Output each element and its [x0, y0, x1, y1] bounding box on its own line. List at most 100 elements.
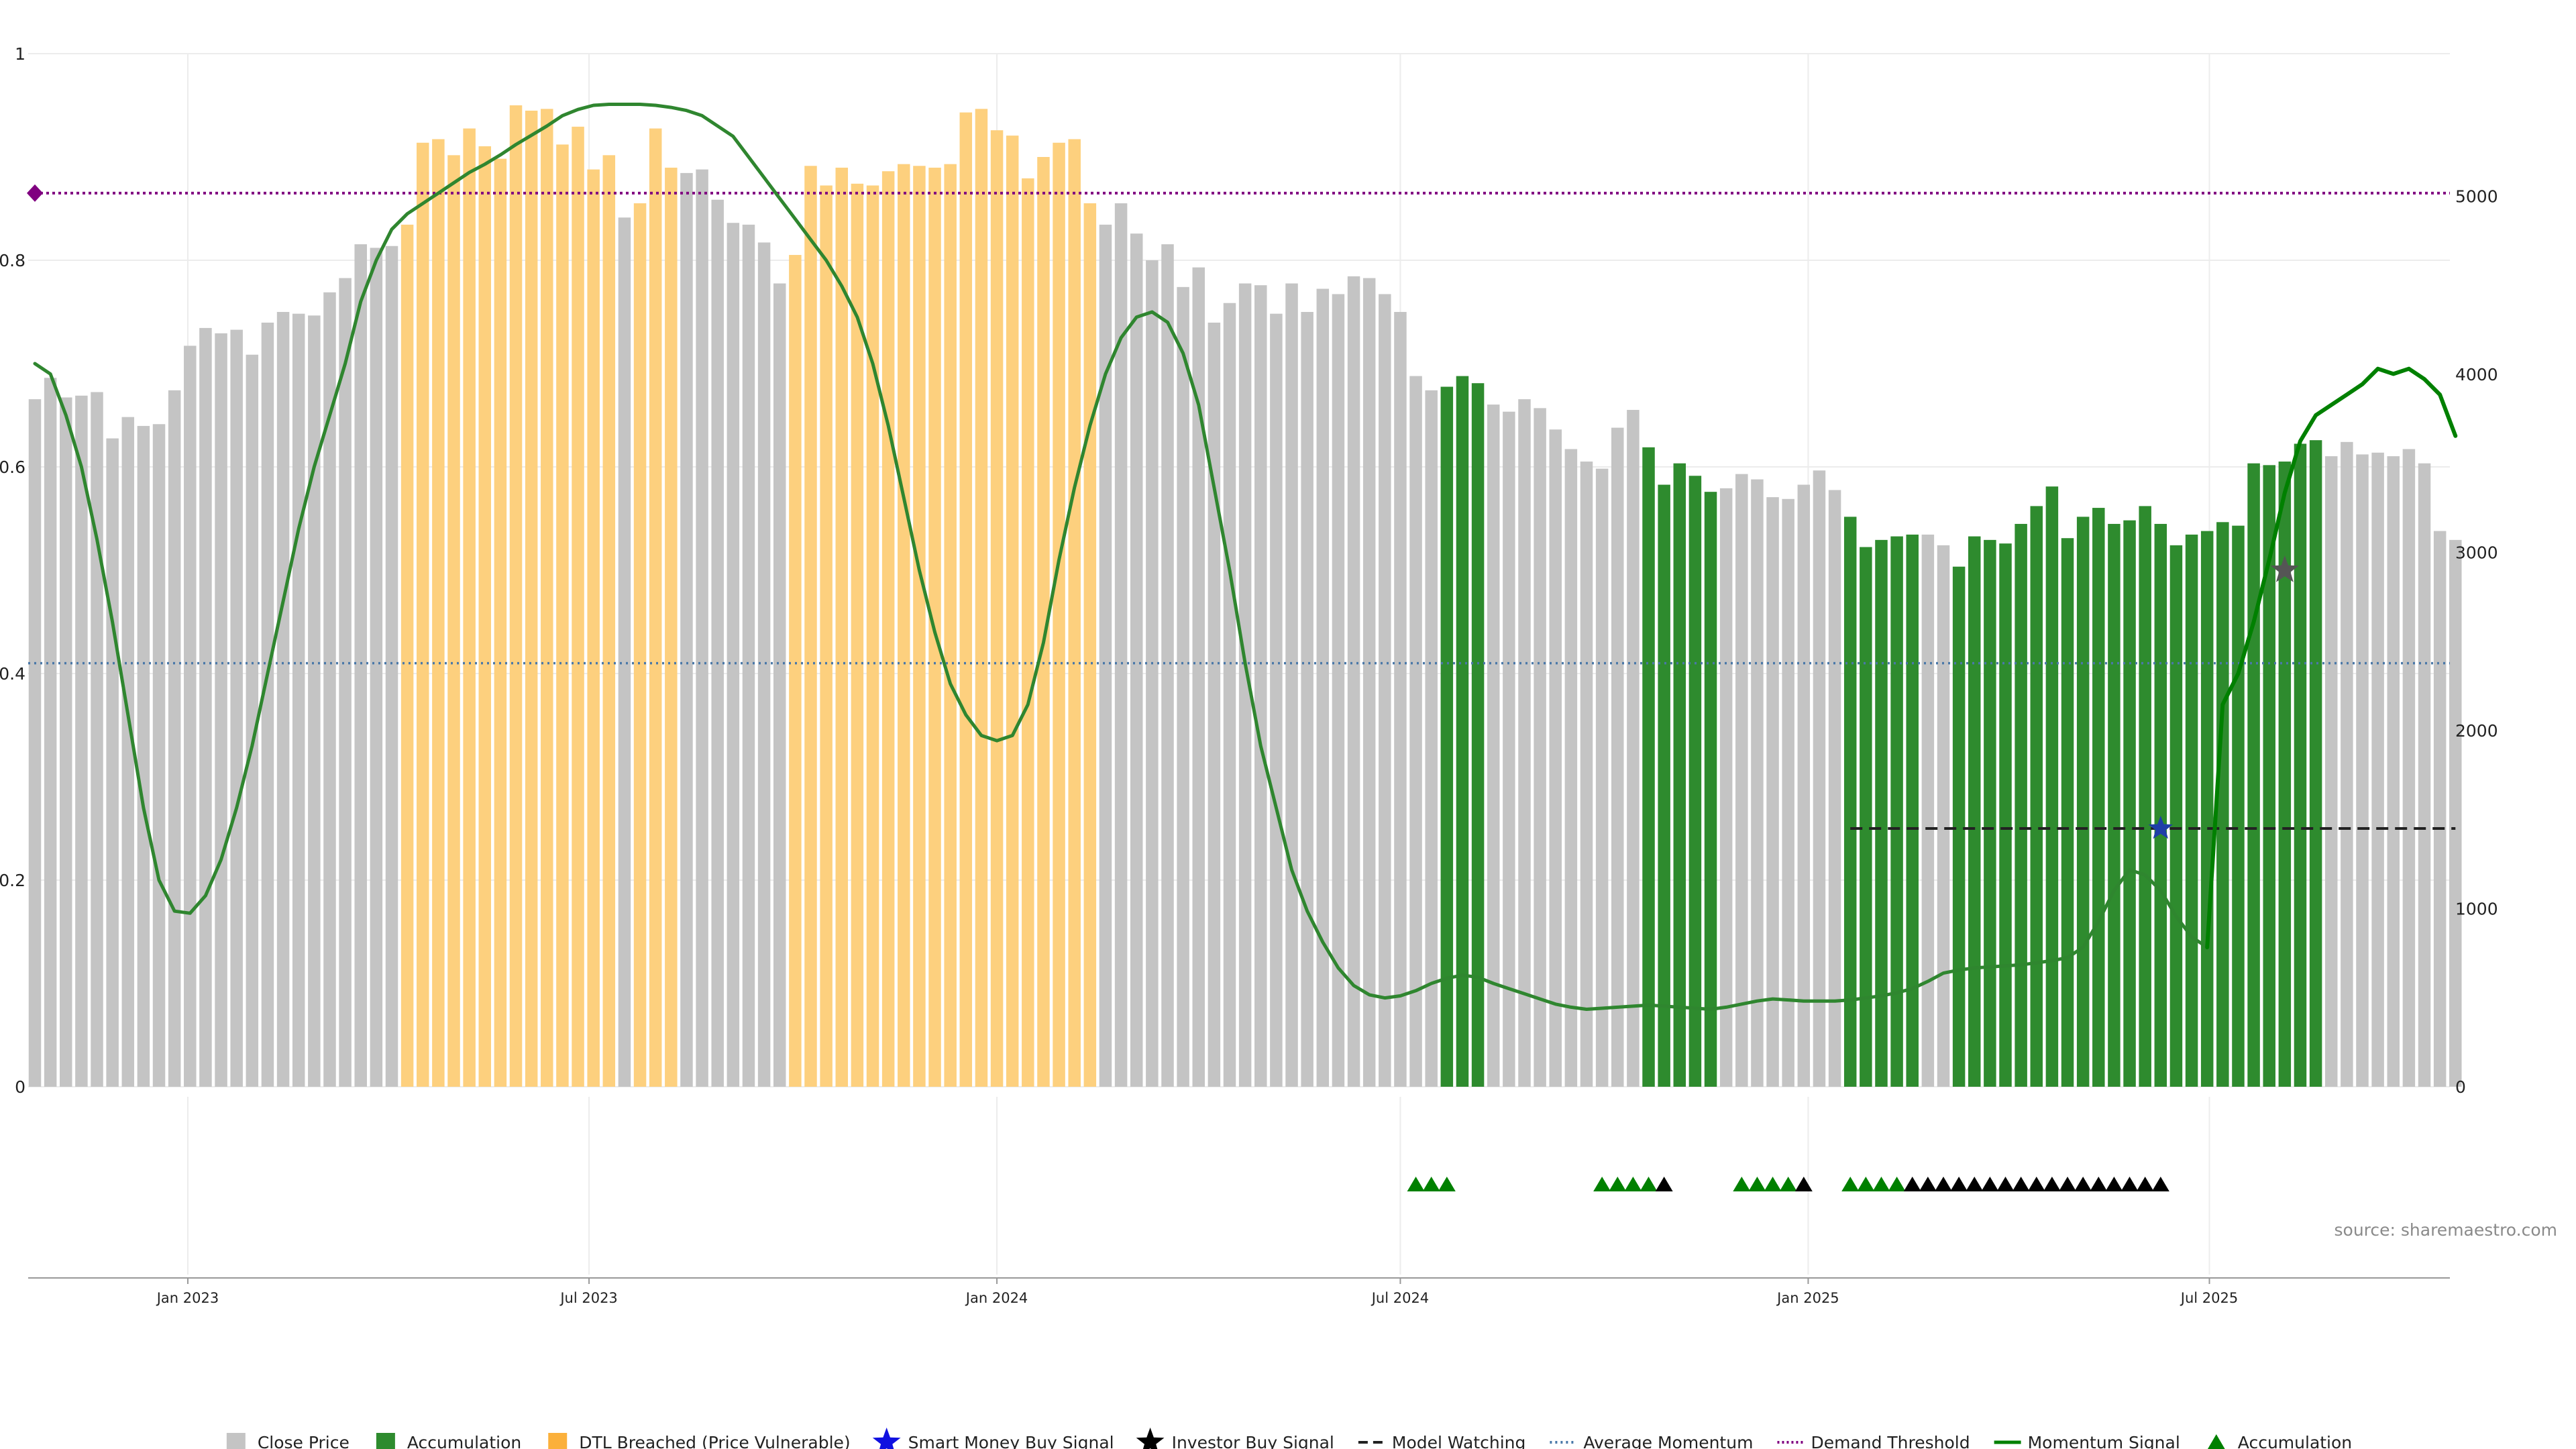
legend-star-icon [872, 1428, 901, 1449]
accumulation-triangle-icon [1438, 1177, 1456, 1191]
price-bar-accumulation [2278, 462, 2292, 1087]
momentum-signal-line [33, 103, 2209, 1011]
right-tick-label: 1000 [2455, 899, 2498, 918]
price-bar-close [215, 333, 227, 1087]
accumulation-triangle-icon [1593, 1177, 1611, 1191]
price-bar-close [1425, 390, 1438, 1087]
price-bar-close [1146, 260, 1159, 1087]
price-bar-close [1161, 244, 1174, 1087]
price-bar-dtl [447, 155, 460, 1087]
price-bar-accumulation [1456, 376, 1469, 1087]
price-bar-close [1549, 429, 1562, 1087]
price-bar-close [354, 244, 367, 1087]
smart-money-star-icon [2148, 816, 2173, 839]
accumulation-triangle-icon [1748, 1177, 1766, 1191]
price-bar-close [1766, 497, 1779, 1087]
price-bar-accumulation [2309, 440, 2322, 1087]
price-bar-dtl [913, 166, 926, 1087]
investor-triangle-icon [2074, 1177, 2092, 1191]
legend-label: Momentum Signal [2028, 1433, 2180, 1449]
price-bar-accumulation [1688, 476, 1702, 1087]
price-bar-close [1362, 278, 1376, 1087]
price-bar-close [339, 278, 352, 1087]
price-bar-close [75, 395, 88, 1087]
price-bar-close [1285, 283, 1298, 1087]
price-bar-close [230, 329, 243, 1087]
price-bar-close [742, 224, 755, 1087]
legend: Close Price Accumulation DTL Breached (Pri… [226, 1428, 2352, 1449]
price-bar-close [168, 390, 181, 1087]
price-bar-dtl [959, 112, 973, 1087]
price-bar-close [276, 312, 290, 1087]
price-bar-close [1394, 312, 1407, 1087]
investor-triangle-icon [1903, 1177, 1921, 1191]
price-bar-accumulation [1440, 386, 1454, 1087]
price-bar-accumulation [1642, 447, 1655, 1087]
price-bar-dtl [1006, 136, 1019, 1087]
price-bar-close [2402, 449, 2416, 1087]
investor-triangle-icon [2105, 1177, 2123, 1191]
investor-triangle-icon [1950, 1177, 1968, 1191]
price-bar-dtl [1037, 157, 1050, 1087]
accumulation-triangle-icon [1779, 1177, 1797, 1191]
price-bar-close [137, 425, 150, 1087]
price-bar-close [1099, 224, 1112, 1087]
price-bar-close [292, 313, 305, 1087]
price-bar-close [773, 283, 786, 1087]
legend-label: Accumulation [407, 1433, 521, 1449]
price-bar-close [1564, 449, 1578, 1087]
accumulation-triangle-icon [1872, 1177, 1890, 1191]
legend-label: Average Momentum [1583, 1433, 1753, 1449]
price-bar-dtl [665, 167, 678, 1087]
price-bar-accumulation [2263, 465, 2275, 1087]
price-bar-close [91, 392, 103, 1087]
price-bar-close [696, 169, 708, 1087]
x-tick-label: Jul 2023 [559, 1290, 617, 1306]
investor-triangle-icon [1981, 1177, 1999, 1191]
price-bar-dtl [820, 185, 833, 1087]
price-bar-close [1379, 294, 1391, 1087]
price-bar-accumulation [2015, 523, 2027, 1087]
price-bar-accumulation [2169, 545, 2183, 1087]
price-bar-close [1782, 498, 1794, 1087]
price-bar-close [1518, 399, 1531, 1087]
price-bar-close [1813, 470, 1826, 1087]
price-bar-dtl [509, 105, 523, 1087]
accumulation-triangle-icon [1624, 1177, 1642, 1191]
x-tick-label: Jul 2025 [2180, 1290, 2238, 1306]
price-bar-accumulation [2076, 517, 2090, 1087]
x-tick-label: Jan 2025 [1776, 1290, 1839, 1306]
right-tick-label: 0 [2455, 1077, 2466, 1097]
price-bar-close [1238, 283, 1252, 1087]
source-label: source: sharemaestro.com [2334, 1220, 2558, 1240]
price-bars [28, 105, 2462, 1087]
price-bar-close [1114, 203, 1128, 1087]
legend-label: Demand Threshold [1811, 1433, 1970, 1449]
left-tick-label: 1 [15, 44, 25, 64]
legend-swatch-dtl [548, 1433, 568, 1449]
accumulation-triangle-icon [1857, 1177, 1875, 1191]
investor-triangle-icon [2059, 1177, 2077, 1191]
price-bar-dtl [587, 169, 600, 1087]
price-bar-accumulation [1906, 534, 1919, 1087]
price-bar-accumulation [1999, 543, 2012, 1087]
price-bar-close [1332, 294, 1345, 1087]
investor-triangle-icon [1655, 1177, 1673, 1191]
price-bar-accumulation [2045, 486, 2059, 1087]
investor-triangle-icon [1919, 1177, 1937, 1191]
price-bar-close [1487, 405, 1500, 1087]
price-bar-accumulation [1968, 536, 1981, 1087]
price-bar-dtl [835, 167, 849, 1087]
price-bar-accumulation [2092, 508, 2105, 1087]
price-bar-dtl [804, 166, 817, 1087]
price-bar-close [711, 199, 724, 1087]
price-bar-close [323, 292, 336, 1087]
right-tick-label: 2000 [2455, 721, 2498, 741]
investor-triangle-icon [2043, 1177, 2061, 1191]
price-bar-accumulation [2061, 538, 2074, 1087]
price-bar-dtl [649, 128, 662, 1087]
momentum-lines [33, 103, 2458, 1011]
price-bar-dtl [478, 146, 492, 1087]
right-tick-label: 3000 [2455, 543, 2498, 562]
legend-label: Smart Money Buy Signal [908, 1433, 1114, 1449]
